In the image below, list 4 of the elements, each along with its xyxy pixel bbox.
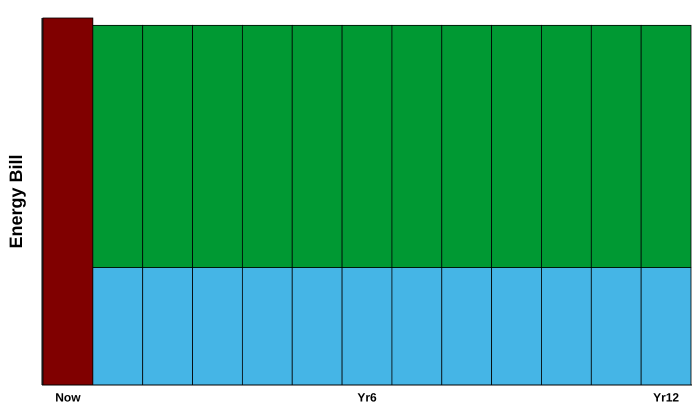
x-tick-label: Yr6 bbox=[357, 390, 377, 405]
y-axis-title: Energy Bill bbox=[6, 154, 26, 249]
x-tick-label: Now bbox=[55, 390, 82, 405]
x-tick-label: Yr12 bbox=[653, 390, 680, 405]
